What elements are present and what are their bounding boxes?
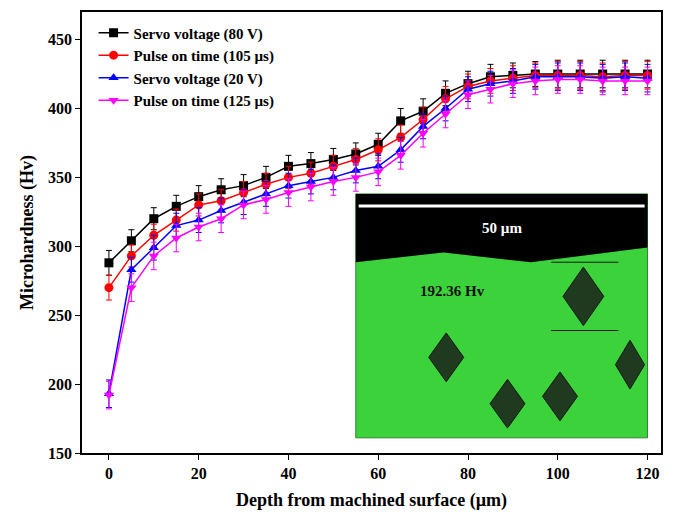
svg-text:Servo voltage (20 V): Servo voltage (20 V) (134, 71, 263, 88)
svg-text:0: 0 (105, 465, 113, 482)
svg-text:100: 100 (546, 465, 570, 482)
svg-text:Pulse on time (125 µs): Pulse on time (125 µs) (134, 93, 274, 110)
svg-text:192.36 Hv: 192.36 Hv (420, 283, 485, 299)
svg-text:80: 80 (460, 465, 476, 482)
svg-text:20: 20 (191, 465, 207, 482)
svg-text:40: 40 (280, 465, 296, 482)
svg-text:300: 300 (48, 238, 72, 255)
svg-text:350: 350 (48, 169, 72, 186)
svg-text:Servo voltage (80 V): Servo voltage (80 V) (134, 26, 263, 43)
svg-text:450: 450 (48, 31, 72, 48)
svg-text:Pulse on time (105 µs): Pulse on time (105 µs) (134, 48, 274, 65)
svg-text:200: 200 (48, 376, 72, 393)
svg-text:400: 400 (48, 100, 72, 117)
svg-text:Depth from machined surface (µ: Depth from machined surface (µm) (236, 490, 507, 511)
svg-text:50 µm: 50 µm (482, 220, 522, 236)
svg-text:Microhardness (Hv): Microhardness (Hv) (17, 155, 38, 310)
svg-text:150: 150 (48, 445, 72, 462)
svg-text:250: 250 (48, 307, 72, 324)
svg-text:60: 60 (370, 465, 386, 482)
svg-text:120: 120 (636, 465, 660, 482)
